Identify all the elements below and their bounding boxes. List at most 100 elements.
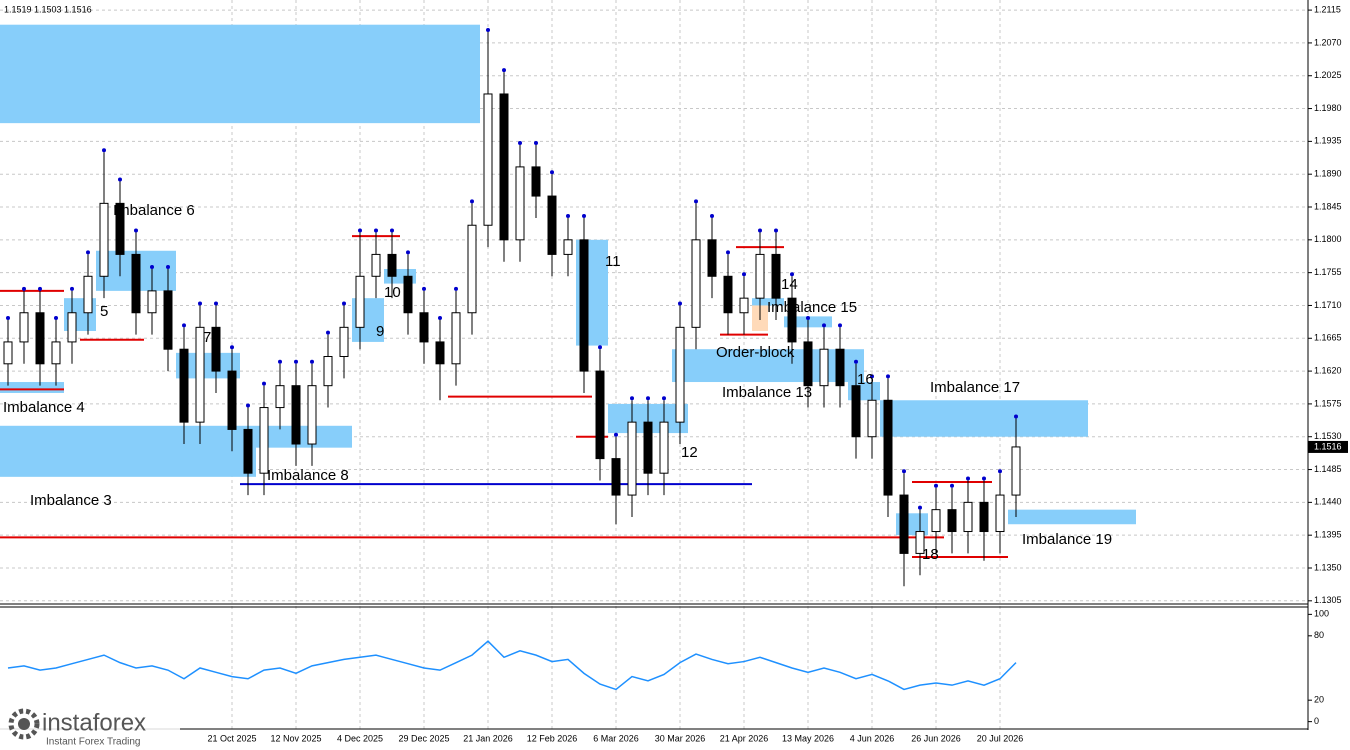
candle-body xyxy=(83,275,93,314)
fractal-dot xyxy=(278,359,282,364)
fractal-dot xyxy=(22,286,26,291)
fractal-dot xyxy=(86,250,90,255)
fractal-dot xyxy=(486,27,490,32)
candle-body xyxy=(739,297,749,314)
candle-body xyxy=(387,253,397,277)
x-tick-label: 21 Jan 2026 xyxy=(463,733,513,743)
y-tick-label: 1.1620 xyxy=(1314,365,1342,375)
zone xyxy=(1008,509,1136,525)
candle-body xyxy=(419,312,429,343)
zone-label: 12 xyxy=(681,444,698,461)
fractal-dot xyxy=(918,505,922,510)
zone-label: Imbalance 6 xyxy=(113,202,195,219)
logo-name: instaforex xyxy=(42,709,146,736)
fractal-dot xyxy=(470,199,474,204)
y-tick-label: 1.1305 xyxy=(1314,595,1342,605)
x-tick-label: 20 Jul 2026 xyxy=(977,733,1024,743)
fractal-dot xyxy=(310,359,314,364)
candle-body xyxy=(899,494,909,554)
fractal-dot xyxy=(566,213,570,218)
candle-body xyxy=(691,239,701,328)
fractal-dot xyxy=(678,301,682,306)
fractal-dot xyxy=(726,250,730,255)
x-tick-label: 21 Apr 2026 xyxy=(720,733,769,743)
candle-body xyxy=(931,509,941,533)
candle-body xyxy=(819,348,829,387)
candle-body xyxy=(3,341,13,365)
zone-label: 5 xyxy=(100,303,108,320)
zone-label: Imbalance 15 xyxy=(767,299,857,316)
y-tick-label: 1.1575 xyxy=(1314,398,1342,408)
candle-body xyxy=(723,275,733,314)
y-tick-label: 1.1530 xyxy=(1314,431,1342,441)
candle-body xyxy=(51,341,61,365)
fractal-dot xyxy=(966,476,970,481)
osc-tick-label: 20 xyxy=(1314,695,1324,705)
zone xyxy=(752,298,784,306)
y-tick-label: 1.1845 xyxy=(1314,201,1342,211)
fractal-dot xyxy=(54,316,58,321)
y-tick-label: 1.1350 xyxy=(1314,562,1342,572)
candle-body xyxy=(227,370,237,430)
zone-label: Imbalance 17 xyxy=(930,379,1020,396)
candle-body xyxy=(35,312,45,365)
osc-tick-label: 80 xyxy=(1314,630,1324,640)
zone xyxy=(256,425,352,448)
candle-body xyxy=(467,224,477,314)
candle-body xyxy=(115,202,125,255)
candle-body xyxy=(339,326,349,358)
y-tick-label: 1.1485 xyxy=(1314,464,1342,474)
fractal-dot xyxy=(438,316,442,321)
candle-body xyxy=(99,202,109,277)
candle-body xyxy=(627,421,637,496)
candle-body xyxy=(451,312,461,365)
fractal-dot xyxy=(374,228,378,233)
candle-body xyxy=(883,399,893,496)
y-tick-label: 1.1440 xyxy=(1314,497,1342,507)
fractal-dot xyxy=(262,381,266,386)
fractal-dot xyxy=(214,301,218,306)
oscillator-panel: 100 80 20 0 xyxy=(7,609,1329,726)
fractal-dot xyxy=(198,301,202,306)
candle-body xyxy=(291,385,301,445)
zone-label: Imbalance 8 xyxy=(267,467,349,484)
zone-label: Imbalance 13 xyxy=(722,384,812,401)
zone xyxy=(0,425,256,477)
fractal-dot xyxy=(982,476,986,481)
zone-label: 7 xyxy=(203,329,211,346)
fractal-dot xyxy=(134,228,138,233)
candle-body xyxy=(547,195,557,255)
y-tick-label: 1.1980 xyxy=(1314,103,1342,113)
fractal-dot xyxy=(854,359,858,364)
candle-body xyxy=(163,290,173,350)
fractal-dot xyxy=(630,396,634,401)
candle-body xyxy=(243,428,253,474)
x-tick-label: 6 Mar 2026 xyxy=(593,733,639,743)
candle-body xyxy=(755,253,765,299)
fractal-dot xyxy=(246,403,250,408)
candle-body xyxy=(531,166,541,197)
candle-body xyxy=(659,421,669,474)
candle-body xyxy=(579,239,589,372)
fractal-dot xyxy=(102,148,106,153)
candle-body xyxy=(67,312,77,343)
x-tick-label: 4 Jun 2026 xyxy=(850,733,895,743)
fractal-dot xyxy=(838,323,842,328)
candle-body xyxy=(611,458,621,496)
candle-body xyxy=(371,253,381,277)
y-tick-label: 1.1710 xyxy=(1314,300,1342,310)
fractal-dot xyxy=(518,141,522,146)
logo-gear xyxy=(18,718,30,730)
fractal-dot xyxy=(502,68,506,73)
y-tick-label: 1.1395 xyxy=(1314,530,1342,540)
fractal-dot xyxy=(758,228,762,233)
candle-body xyxy=(915,531,925,554)
fractal-dot xyxy=(598,345,602,350)
candle-body xyxy=(275,385,285,409)
fractal-dot xyxy=(70,286,74,291)
x-tick-label: 21 Oct 2025 xyxy=(207,733,256,743)
fractal-dot xyxy=(790,272,794,277)
fractal-dot xyxy=(118,177,122,182)
candle-body xyxy=(147,290,157,314)
fractal-dot xyxy=(166,264,170,269)
